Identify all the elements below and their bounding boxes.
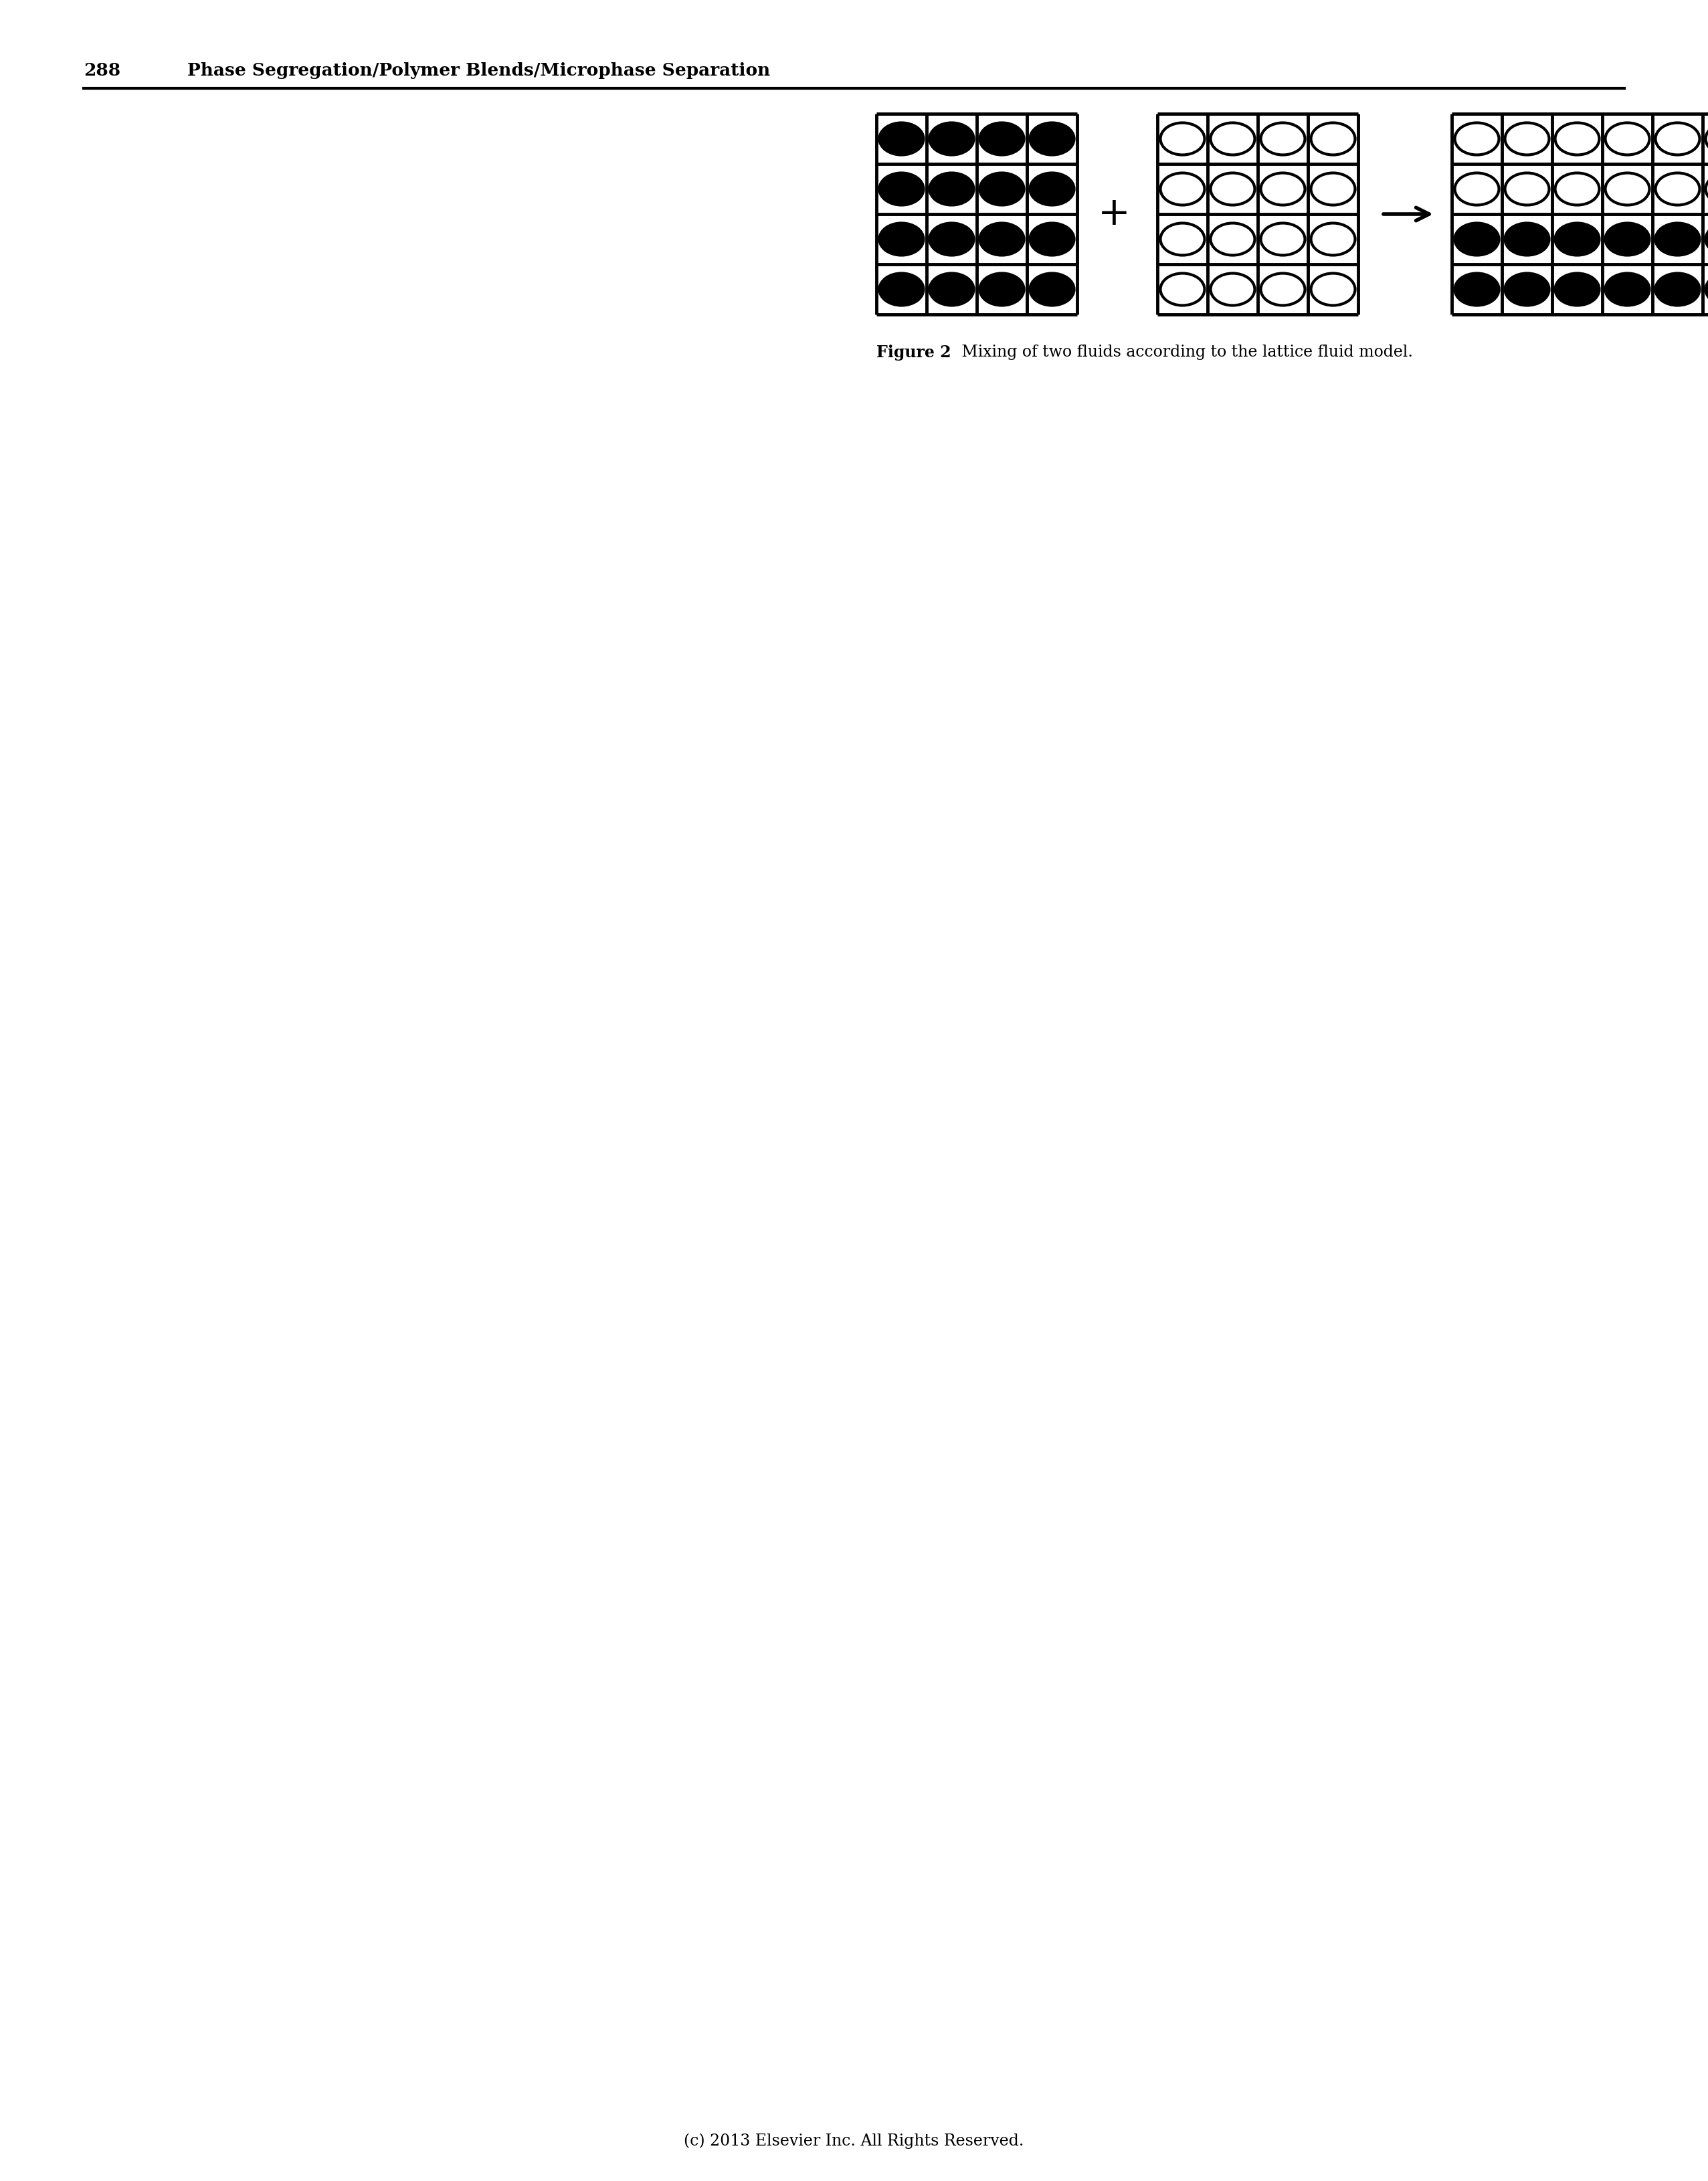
Ellipse shape [1606,122,1650,155]
Ellipse shape [1505,172,1549,205]
Ellipse shape [1655,273,1699,305]
Ellipse shape [1312,222,1354,255]
Ellipse shape [1554,172,1599,205]
Ellipse shape [1554,122,1599,155]
Ellipse shape [1706,122,1708,155]
Ellipse shape [1160,222,1204,255]
Text: Phase Segregation/Polymer Blends/Microphase Separation: Phase Segregation/Polymer Blends/Microph… [188,63,770,79]
Ellipse shape [880,222,924,255]
Text: 288: 288 [84,63,121,79]
Ellipse shape [1655,172,1699,205]
Ellipse shape [880,172,924,205]
Text: Mixing of two fluids according to the lattice fluid model.: Mixing of two fluids according to the la… [946,345,1413,360]
Ellipse shape [880,122,924,155]
Ellipse shape [1455,273,1500,305]
Ellipse shape [1211,273,1255,305]
Ellipse shape [1606,273,1650,305]
Ellipse shape [980,172,1023,205]
Ellipse shape [1030,222,1074,255]
Ellipse shape [1312,273,1354,305]
Ellipse shape [1261,273,1305,305]
Ellipse shape [1505,122,1549,155]
Ellipse shape [929,122,974,155]
Ellipse shape [1211,222,1255,255]
Ellipse shape [1455,222,1500,255]
Ellipse shape [980,222,1023,255]
Ellipse shape [1606,222,1650,255]
Ellipse shape [1312,172,1354,205]
Ellipse shape [1160,172,1204,205]
Text: +: + [1098,194,1131,233]
Ellipse shape [1554,273,1599,305]
Ellipse shape [980,273,1023,305]
Ellipse shape [1655,122,1699,155]
Ellipse shape [929,172,974,205]
Ellipse shape [1655,222,1699,255]
Ellipse shape [1261,122,1305,155]
Ellipse shape [980,122,1023,155]
Ellipse shape [929,273,974,305]
Ellipse shape [1211,122,1255,155]
Ellipse shape [1030,273,1074,305]
Ellipse shape [1455,122,1500,155]
Ellipse shape [880,273,924,305]
Ellipse shape [1261,222,1305,255]
Ellipse shape [1160,122,1204,155]
Text: (c) 2013 Elsevier Inc. All Rights Reserved.: (c) 2013 Elsevier Inc. All Rights Reserv… [683,2133,1025,2148]
Ellipse shape [1261,172,1305,205]
Ellipse shape [1160,273,1204,305]
Ellipse shape [1030,122,1074,155]
Ellipse shape [1706,222,1708,255]
Ellipse shape [1455,172,1500,205]
Ellipse shape [1505,273,1549,305]
Ellipse shape [1030,172,1074,205]
Ellipse shape [1706,273,1708,305]
Ellipse shape [1606,172,1650,205]
Ellipse shape [1554,222,1599,255]
Ellipse shape [929,222,974,255]
Ellipse shape [1211,172,1255,205]
Ellipse shape [1706,172,1708,205]
Text: Figure 2: Figure 2 [876,345,951,360]
Ellipse shape [1312,122,1354,155]
Ellipse shape [1505,222,1549,255]
